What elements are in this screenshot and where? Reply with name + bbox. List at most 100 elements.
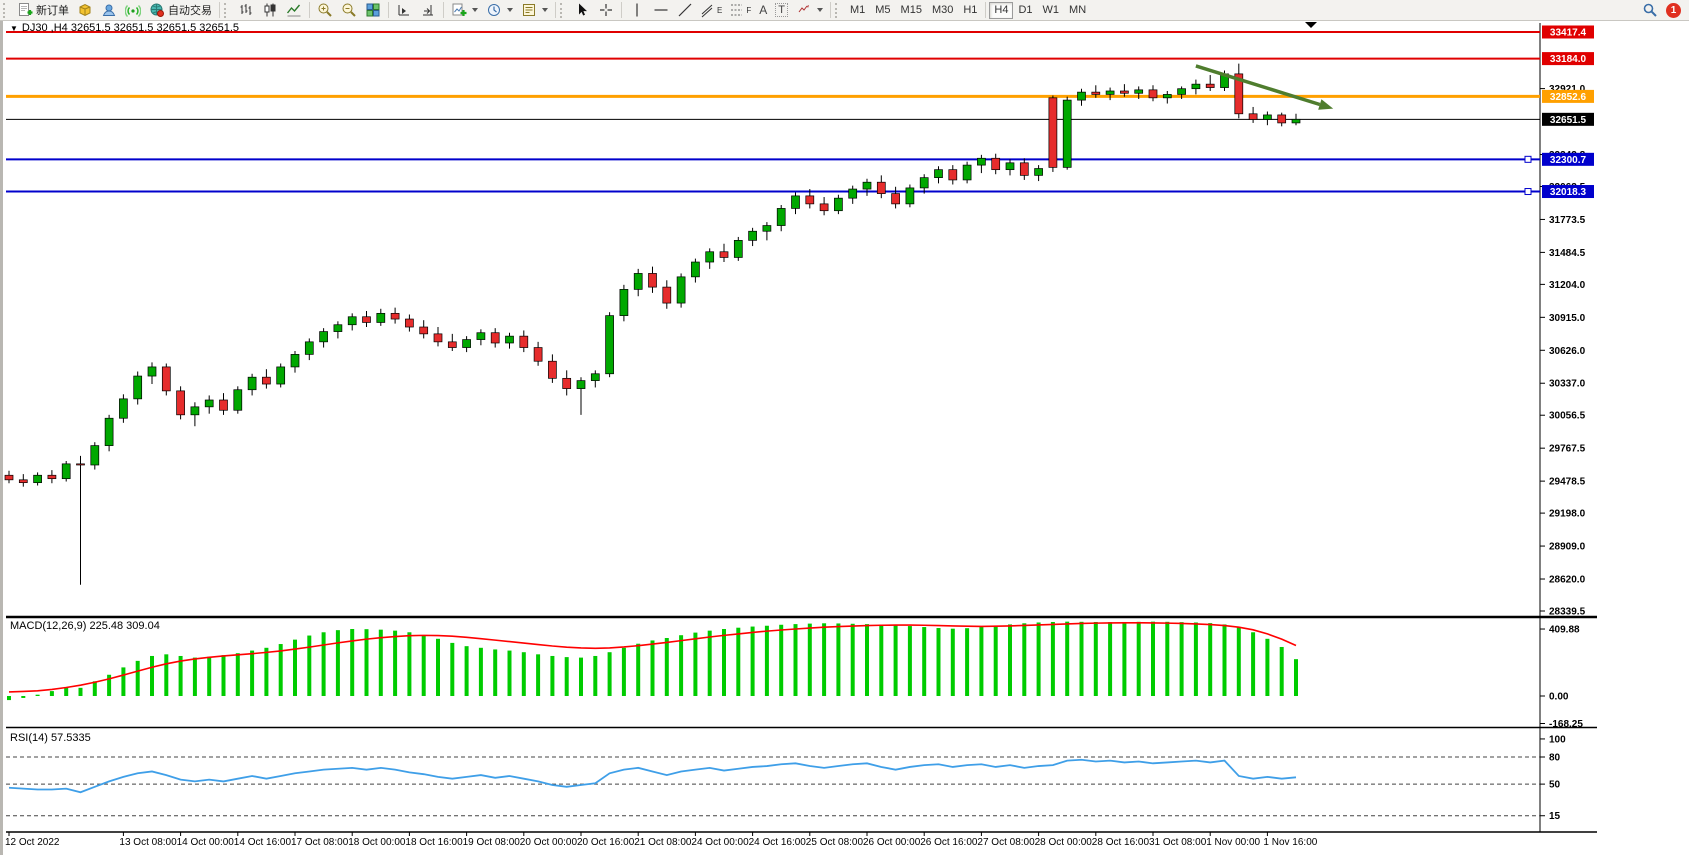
rsi-line	[8, 758, 1297, 794]
chart-shift-button[interactable]	[416, 1, 440, 20]
timeframe-w1-button[interactable]: W1	[1038, 2, 1065, 19]
vertical-line-tool-button[interactable]	[625, 1, 649, 20]
market-watch-button[interactable]	[73, 1, 97, 20]
macd-histogram-bar	[307, 635, 312, 696]
toolbar-drag-handle[interactable]	[3, 2, 10, 18]
macd-histogram-bar	[264, 647, 269, 696]
candle-body	[962, 164, 972, 181]
candle-body	[905, 187, 915, 205]
candle-body	[834, 197, 843, 212]
macd-histogram-bar	[550, 655, 555, 696]
candle-body	[648, 273, 657, 288]
timeframe-h1-button[interactable]: H1	[958, 2, 982, 19]
candle-body	[748, 230, 757, 241]
horizontal-line-tool-button[interactable]	[649, 1, 673, 20]
macd-histogram-bar	[1151, 621, 1155, 696]
macd-histogram-bar	[793, 624, 798, 696]
price-chart-svg[interactable]: 32921.032342.832062.531773.531484.531204…	[3, 21, 1689, 855]
price-badge	[1542, 152, 1594, 166]
notification-badge[interactable]: 1	[1666, 2, 1681, 18]
toolbar-drag-handle[interactable]	[224, 2, 231, 18]
macd-histogram-bar	[164, 654, 169, 696]
text-label-icon: T	[775, 3, 788, 17]
zoom-out-button[interactable]	[337, 1, 361, 20]
macd-signal-line	[8, 621, 1297, 693]
svg-text:19 Oct 08:00: 19 Oct 08:00	[463, 837, 521, 848]
chart-title[interactable]: ▼ DJ30 ,H4 32651.5 32651.5 32651.5 32651…	[10, 22, 239, 34]
candle-body	[18, 479, 28, 484]
timeframe-d1-button[interactable]: D1	[1013, 2, 1037, 19]
candle-body	[304, 341, 314, 355]
macd-histogram-bar	[936, 628, 941, 696]
crosshair-tool-button[interactable]	[594, 1, 618, 20]
svg-text:13 Oct 08:00: 13 Oct 08:00	[119, 837, 177, 848]
toolbar-drag-handle[interactable]	[834, 2, 842, 18]
macd-histogram-bar	[564, 657, 569, 696]
toolbar-separator	[388, 2, 389, 18]
timeframe-m15-button[interactable]: M15	[896, 2, 927, 19]
window-collapse-icon[interactable]: ▼	[10, 23, 18, 33]
navigator-button[interactable]	[97, 1, 121, 20]
candle-body	[490, 332, 500, 344]
candle-body	[705, 251, 715, 263]
trendline-tool-button[interactable]	[673, 1, 697, 20]
timeframe-mn-button[interactable]: MN	[1064, 2, 1091, 19]
line-handle[interactable]	[1524, 155, 1532, 163]
timeframe-h4-button[interactable]: H4	[989, 1, 1014, 19]
cursor-tool-button[interactable]	[570, 1, 594, 20]
line-chart-mode-button[interactable]	[282, 1, 306, 20]
fibonacci-tool-button[interactable]: F	[726, 1, 755, 20]
new-order-button[interactable]: 新订单	[13, 1, 73, 20]
signals-button[interactable]	[121, 1, 145, 20]
macd-histogram-bar	[450, 642, 455, 696]
svg-text:28 Oct 00:00: 28 Oct 00:00	[1035, 837, 1093, 848]
macd-histogram-bar	[1208, 623, 1213, 696]
bar-chart-mode-button[interactable]	[234, 1, 258, 20]
templates-button[interactable]	[517, 1, 552, 20]
equidistant-channel-tool-button[interactable]: E	[697, 1, 726, 20]
macd-histogram-bar	[621, 647, 626, 696]
candle-body	[4, 474, 14, 481]
add-indicator-button[interactable]	[447, 1, 482, 20]
macd-histogram-bar	[607, 652, 612, 696]
toolbar-drag-handle[interactable]	[560, 2, 567, 18]
zoom-in-button[interactable]	[313, 1, 337, 20]
candle-body	[161, 366, 171, 392]
candle-body	[61, 463, 71, 480]
candle-body	[405, 318, 414, 328]
macd-histogram-bar	[49, 691, 54, 696]
horizontal-lines[interactable]	[6, 30, 1540, 196]
tile-windows-button[interactable]	[361, 1, 385, 20]
macd-histogram-bar	[965, 628, 970, 696]
svg-text:30337.0: 30337.0	[1549, 379, 1586, 390]
macd-histogram-bar	[679, 635, 684, 696]
svg-text:27 Oct 08:00: 27 Oct 08:00	[977, 837, 1035, 848]
text-tool-button[interactable]: A	[755, 1, 771, 20]
candle-body	[633, 273, 643, 290]
macd-histogram-bar	[421, 635, 426, 696]
auto-trading-button[interactable]: 自动交易	[145, 1, 216, 20]
svg-text:33184.0: 33184.0	[1550, 54, 1587, 65]
svg-text:409.88: 409.88	[1549, 625, 1580, 636]
candle-body	[133, 375, 143, 400]
macd-histogram-bar	[664, 637, 669, 696]
search-icon[interactable]	[1642, 2, 1658, 18]
candle-body	[333, 324, 343, 332]
text-label-tool-button[interactable]: T	[771, 1, 792, 20]
trend-arrow[interactable]	[1195, 64, 1334, 110]
price-badge	[1542, 185, 1594, 199]
timeframe-m30-button[interactable]: M30	[927, 2, 958, 19]
macd-histogram-bar	[250, 650, 255, 696]
fibonacci-icon	[731, 4, 743, 16]
candle-body	[419, 326, 429, 335]
auto-scroll-button[interactable]	[392, 1, 416, 20]
timeframe-m5-button[interactable]: M5	[870, 2, 895, 19]
candlestick-mode-button[interactable]	[258, 1, 282, 20]
candle-body	[590, 373, 600, 381]
period-button[interactable]	[482, 1, 517, 20]
line-handle[interactable]	[1524, 188, 1532, 196]
candle-body	[619, 289, 629, 316]
svg-text:20 Oct 00:00: 20 Oct 00:00	[520, 837, 578, 848]
timeframe-m1-button[interactable]: M1	[845, 2, 870, 19]
arrows-tool-button[interactable]	[792, 1, 827, 20]
